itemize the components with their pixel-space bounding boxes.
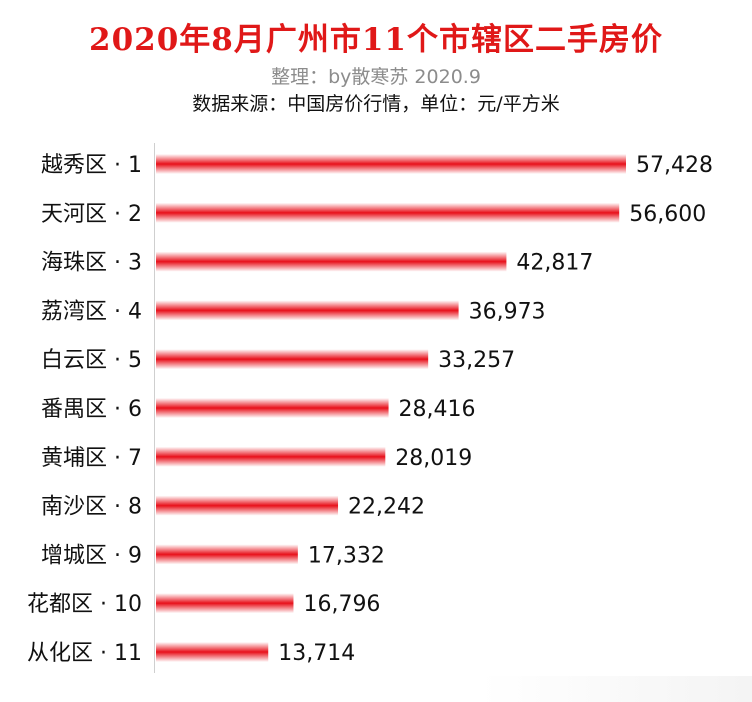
value-label: 13,714 xyxy=(278,641,355,666)
bar xyxy=(156,544,298,565)
bar xyxy=(156,446,386,467)
bar xyxy=(156,349,429,370)
category-label: 黄埔区 · 7 xyxy=(41,446,142,471)
category-label: 越秀区 · 1 xyxy=(41,153,142,178)
bar xyxy=(156,642,269,662)
category-label: 番禺区 · 6 xyxy=(41,397,142,422)
value-label: 57,428 xyxy=(636,153,713,178)
value-label: 17,332 xyxy=(308,543,385,568)
value-label: 28,019 xyxy=(395,446,472,471)
bar xyxy=(156,398,389,418)
category-label: 白云区 · 5 xyxy=(41,348,142,373)
category-label: 荔湾区 · 4 xyxy=(41,299,142,324)
category-label: 花都区 · 10 xyxy=(27,592,142,617)
category-label: 南沙区 · 8 xyxy=(41,495,142,520)
value-label: 56,600 xyxy=(629,202,706,227)
value-label: 33,257 xyxy=(438,348,515,373)
category-label: 海珠区 · 3 xyxy=(41,251,142,276)
bar xyxy=(156,495,339,516)
bar xyxy=(156,251,507,272)
chart-source: 数据来源：中国房价行情，单位：元/平方米 xyxy=(192,93,560,115)
bar xyxy=(156,154,626,174)
corner-shade xyxy=(480,676,752,702)
value-label: 22,242 xyxy=(348,495,425,520)
category-label: 天河区 · 2 xyxy=(41,202,142,227)
value-label: 42,817 xyxy=(516,251,593,276)
bar xyxy=(156,593,294,614)
bar xyxy=(156,202,620,223)
chart-subtitle: 整理：by散寒苏 2020.9 xyxy=(271,66,481,88)
value-label: 36,973 xyxy=(469,299,546,324)
bar xyxy=(156,300,459,321)
category-label: 增城区 · 9 xyxy=(41,543,142,568)
chart-title: 2020年8月广州市11个市辖区二手房价 xyxy=(89,22,663,58)
category-axis-line xyxy=(154,143,155,673)
value-label: 28,416 xyxy=(399,397,476,422)
value-label: 16,796 xyxy=(303,592,380,617)
category-label: 从化区 · 11 xyxy=(27,641,142,666)
